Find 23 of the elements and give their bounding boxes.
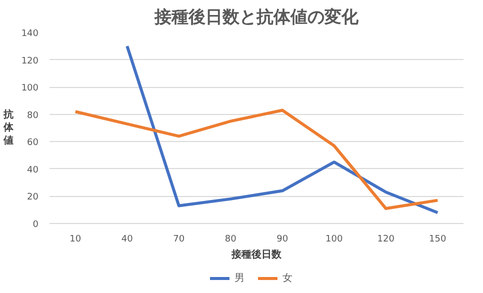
y-tick-label: 60 [27, 138, 39, 148]
x-axis-title: 接種後日数 [230, 248, 282, 260]
y-tick-label: 20 [27, 192, 39, 203]
legend-label: 女 [282, 272, 294, 285]
y-tick-label: 80 [27, 110, 39, 121]
y-tick-label: 100 [21, 84, 39, 94]
x-tick-label: 100 [326, 234, 343, 244]
x-tick-label: 70 [173, 234, 185, 244]
line-series [74, 108, 440, 210]
y-tick-label: 0 [32, 220, 39, 230]
x-tick-label: 40 [121, 234, 134, 244]
y-tick-label: 140 [21, 29, 39, 39]
x-tick-label: 80 [224, 234, 237, 244]
y-axis-title: 抗体値 [2, 108, 14, 147]
x-tick-label: 10 [70, 234, 82, 244]
chart-title: 接種後日数と抗体値の変化 [154, 8, 360, 28]
x-tick-label: 150 [429, 234, 446, 244]
line-series [126, 44, 440, 214]
y-tick-label: 40 [27, 165, 39, 176]
x-tick-label: 90 [276, 234, 288, 244]
legend-label: 男 [234, 272, 246, 285]
y-tick-label: 120 [21, 56, 39, 66]
x-tick-label: 120 [377, 234, 395, 244]
